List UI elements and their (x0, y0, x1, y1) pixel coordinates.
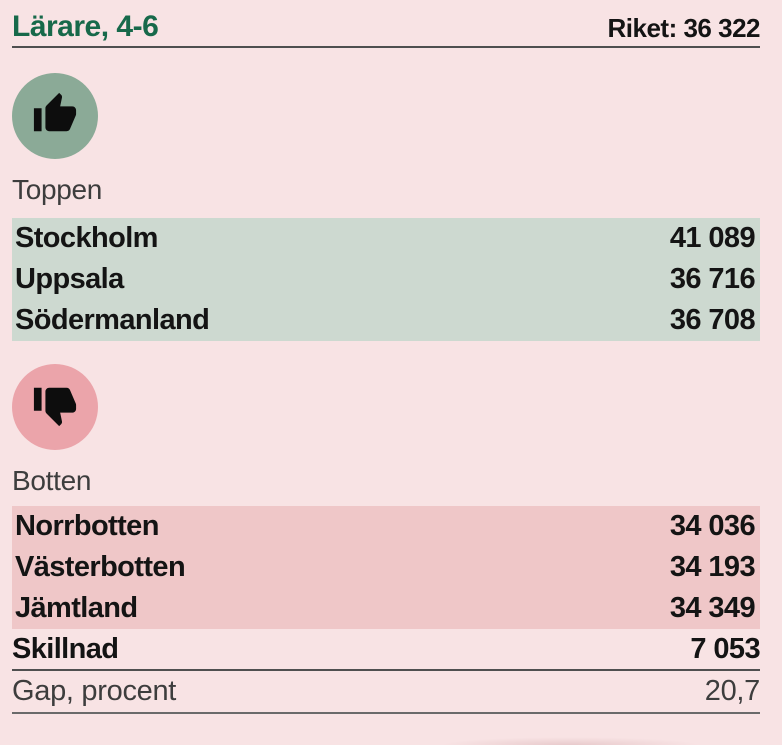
top-badge (12, 73, 98, 159)
region-name: Jämtland (15, 592, 138, 624)
region-value: 34 193 (669, 551, 756, 583)
region-name: Norrbotten (15, 510, 159, 542)
region-value: 41 089 (669, 222, 756, 254)
difference-label: Skillnad (12, 633, 119, 665)
table-row: Stockholm 41 089 (15, 218, 756, 259)
difference-row: Skillnad 7 053 (12, 629, 761, 671)
region-value: 36 708 (669, 304, 756, 336)
region-value: 34 349 (669, 592, 756, 624)
difference-value: 7 053 (690, 633, 760, 665)
table-row: Uppsala 36 716 (15, 259, 756, 300)
table-row: Jämtland 34 349 (15, 588, 756, 629)
region-name: Västerbotten (15, 551, 186, 583)
region-value: 36 716 (669, 263, 756, 295)
table-row: Södermanland 36 708 (15, 300, 756, 341)
table-row: Norrbotten 34 036 (15, 506, 756, 547)
top-section-label: Toppen (12, 174, 103, 205)
bottom-table: Norrbotten 34 036 Västerbotten 34 193 Jä… (12, 506, 760, 629)
region-name: Södermanland (15, 304, 210, 336)
bottom-badge (12, 364, 98, 450)
region-name: Uppsala (15, 263, 124, 295)
thumbs-down-icon (32, 382, 78, 433)
gap-row: Gap, procent 20,7 (12, 671, 760, 714)
header: Lärare, 4-6 Riket: 36 322 (12, 0, 761, 48)
gap-label: Gap, procent (12, 675, 177, 707)
national-average-value: Riket: 36 322 (607, 13, 761, 43)
top-table: Stockholm 41 089 Uppsala 36 716 Söderman… (12, 218, 760, 341)
region-value: 34 036 (669, 510, 756, 542)
page-title: Lärare, 4-6 (12, 10, 159, 43)
gap-value: 20,7 (704, 675, 761, 707)
thumbs-up-icon (32, 91, 78, 142)
table-row: Västerbotten 34 193 (15, 547, 756, 588)
region-name: Stockholm (15, 222, 158, 254)
bottom-section-label: Botten (12, 465, 92, 496)
